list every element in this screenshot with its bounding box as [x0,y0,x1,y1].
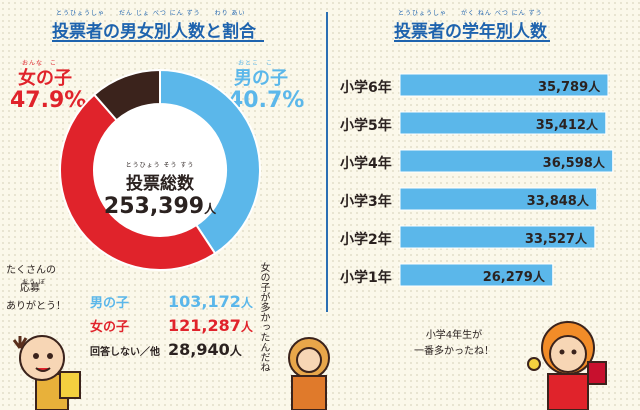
grade-label-5: 小学5年 [340,118,392,134]
bar-value-label-2: 33,527人 [525,230,587,247]
grade-label-6: 小学6年 [340,80,392,96]
total-votes-value: 253,399 [103,194,205,219]
boy-mascot-illustration [12,335,81,410]
thanks-speech: たくさんの おう ぼ 応募 ありがとう！ [6,262,66,316]
thanks-line-2-wrap: おう ぼ 応募 [6,279,66,298]
donut-hole [94,104,226,236]
bar-unit-grade-5: 人 [585,118,598,132]
bar-value-grade-4: 36,598 [542,156,593,171]
bar-grade-6 [399,73,609,97]
bar-value-grade-6: 35,789 [537,80,589,95]
male-percent-label: 40.7% [228,88,305,113]
count-value-male: 103,172 [168,292,241,311]
bar-value-label-5: 35,412人 [536,116,598,133]
gender-title-ruby: とうひょうしゃ だん じょ べつ にん ずう わり あい [56,10,246,17]
count-unit-female: 人 [240,320,253,334]
bar-value-grade-2: 33,527 [524,232,575,247]
bar-value-grade-5: 35,412 [535,118,586,133]
bar-unit-grade-3: 人 [576,194,589,208]
bar-grade-4 [399,149,614,173]
gender-chart-title: 投票者の男女別人数と割合 [52,22,256,42]
bar-unit-grade-1: 人 [532,270,545,284]
bar-unit-grade-6: 人 [588,80,601,94]
bar-grade-5 [399,111,607,135]
count-row-male: 男の子 103,172 人 [90,292,320,316]
grade4-speech-line-1: 小学4年生が [425,330,483,341]
bar-grade-2 [399,225,596,249]
grade-label-3: 小学3年 [340,194,392,210]
male-legend-label: 男の子 [234,68,288,89]
bar-value-grade-1: 26,279 [482,270,533,285]
total-label-ruby: とうひょう そう すう [125,162,195,169]
grade-chart-title: 投票者の学年別人数 [394,22,547,42]
grade4-speech: 小学4年生が 一番多かったね！ [414,328,494,360]
grade-label-4: 小学4年 [340,156,392,172]
count-unit-other: 人 [229,344,242,358]
count-label-female: 女の子 [90,320,130,335]
grade-label-2: 小学2年 [340,232,392,248]
count-value-other: 28,940 [168,340,230,359]
bar-value-label-3: 33,848人 [527,192,589,209]
grade-label-1: 小学1年 [340,270,392,286]
bar-value-label-4: 36,598人 [543,154,605,171]
female-legend-label: 女の子 [18,68,72,89]
bar-value-grade-3: 33,848 [526,194,577,209]
count-unit-male: 人 [240,296,253,310]
bar-grade-3 [399,187,598,211]
thanks-line-2: 応募 [20,283,40,294]
bar-unit-grade-4: 人 [592,156,605,170]
count-row-other: 回答しない／他 28,940 人 [90,340,320,364]
grade-title-underline [394,40,550,42]
gender-counts-list: 男の子 103,172 人 女の子 121,287 人 回答しない／他 28,940… [90,292,320,364]
count-value-female: 121,287 [168,316,241,335]
total-votes-box: とうひょう そう すう 投票総数 253,399人 [100,160,220,219]
thanks-line-1: たくさんの [6,265,56,276]
gender-donut-chart [59,68,261,271]
female-percent-label: 47.9% [10,88,87,113]
grade-title-ruby: とうひょうしゃ がく ねん べつ にん ずう [398,10,543,17]
count-label-other: 回答しない／他 [90,347,160,358]
girls-more-speech: 女の子が多かったんだね [258,262,269,372]
total-votes-unit: 人 [204,202,217,216]
count-row-female: 女の子 121,287 人 [90,316,320,340]
thanks-line-3: ありがとう！ [6,301,66,312]
grade4-speech-line-2: 一番多かったね！ [414,346,494,357]
grade-bar-chart [399,73,614,287]
bar-value-label-6: 35,789人 [538,78,600,95]
girl-mascot-illustration [527,321,607,410]
hooded-kid-illustration [288,337,330,410]
bar-grade-1 [399,263,554,287]
grade-panel: とうひょうしゃ がく ねん べつ にん ずう 投票者の学年別人数 小学6年 35,… [330,0,640,410]
panel-divider [326,12,328,312]
total-votes-label: 投票総数 [126,174,194,194]
thanks-ruby: おう ぼ [22,279,46,286]
male-label-ruby: おとこ こ [238,60,274,67]
bar-value-label-1: 26,279人 [483,268,545,285]
count-label-male: 男の子 [90,296,130,311]
female-label-ruby: おんな こ [22,60,58,67]
gender-title-underline [52,40,264,42]
gender-panel: とうひょうしゃ だん じょ べつ にん ずう わり あい 投票者の男女別人数と割… [6,10,330,410]
bar-unit-grade-2: 人 [574,232,587,246]
